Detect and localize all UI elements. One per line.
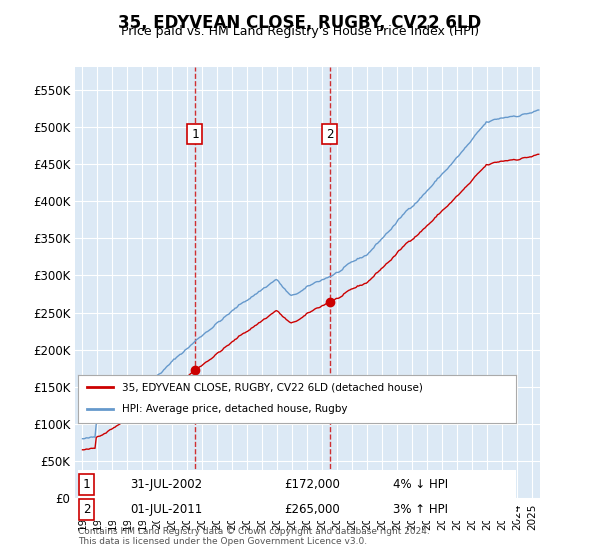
Text: 31-JUL-2002: 31-JUL-2002 [131,478,203,491]
Text: 2: 2 [83,503,91,516]
Text: 01-JUL-2011: 01-JUL-2011 [131,503,203,516]
Text: 3% ↑ HPI: 3% ↑ HPI [394,503,448,516]
Text: 2: 2 [326,128,334,141]
Text: 1: 1 [83,478,91,491]
Text: £172,000: £172,000 [284,478,340,491]
Text: 35, EDYVEAN CLOSE, RUGBY, CV22 6LD: 35, EDYVEAN CLOSE, RUGBY, CV22 6LD [118,14,482,32]
Text: Contains HM Land Registry data © Crown copyright and database right 2024.
This d: Contains HM Land Registry data © Crown c… [78,526,430,546]
Text: £265,000: £265,000 [284,503,340,516]
Text: Price paid vs. HM Land Registry's House Price Index (HPI): Price paid vs. HM Land Registry's House … [121,25,479,38]
Text: 1: 1 [191,128,199,141]
Text: 35, EDYVEAN CLOSE, RUGBY, CV22 6LD (detached house): 35, EDYVEAN CLOSE, RUGBY, CV22 6LD (deta… [122,382,422,392]
Text: 4% ↓ HPI: 4% ↓ HPI [394,478,448,491]
Text: HPI: Average price, detached house, Rugby: HPI: Average price, detached house, Rugb… [122,404,347,414]
